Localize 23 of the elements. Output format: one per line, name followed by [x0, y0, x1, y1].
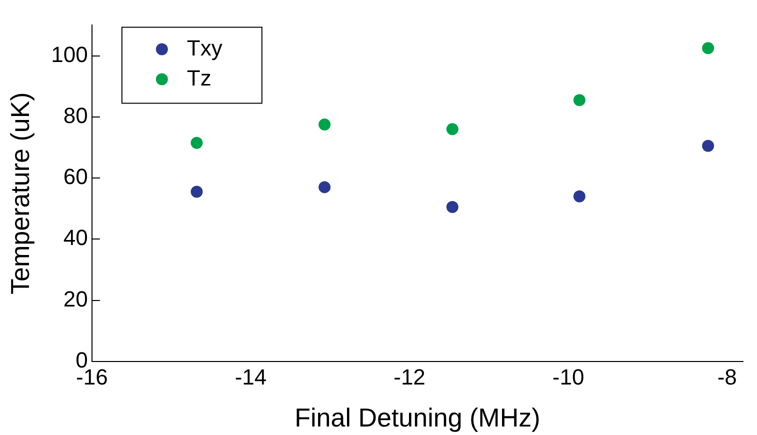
x-tick-label: -14	[234, 364, 267, 390]
point	[573, 190, 586, 202]
y-axis-title: Temperature (uK)	[4, 92, 35, 294]
y-tick-label: 60	[63, 164, 88, 190]
point	[318, 118, 331, 131]
y-tick-label: 40	[63, 225, 88, 250]
x-tick-label: -8	[717, 364, 737, 390]
point	[446, 201, 458, 214]
point	[573, 94, 586, 106]
point	[446, 123, 458, 136]
x-tick-label: -12	[394, 364, 426, 390]
legend-label: Txy	[186, 35, 222, 60]
point	[190, 186, 203, 198]
y-tick-label: 100	[51, 42, 88, 67]
y-tick-label: 80	[63, 102, 88, 128]
point	[190, 136, 203, 149]
x-tick-label: -10	[552, 364, 584, 390]
point	[702, 42, 714, 54]
point	[318, 181, 331, 194]
legend-label: Tz	[186, 65, 212, 90]
y-tick-label: 20	[63, 286, 88, 312]
x-axis-title: Final Detuning (MHz)	[294, 402, 540, 433]
point	[702, 140, 714, 152]
